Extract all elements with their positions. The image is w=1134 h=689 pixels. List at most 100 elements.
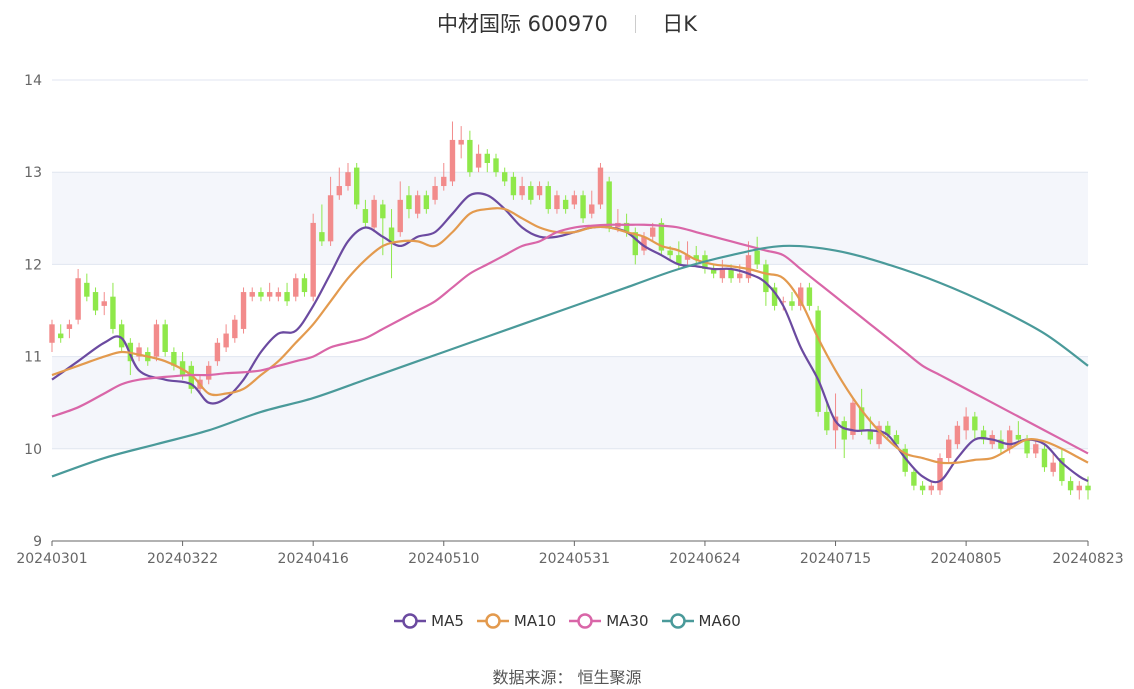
candle-body [1050, 462, 1056, 472]
candle-body [798, 287, 804, 306]
candle-body [1015, 434, 1022, 440]
candle-body [589, 204, 595, 214]
candle-body [153, 324, 160, 357]
candle-body [345, 172, 351, 187]
candle-body [423, 195, 430, 210]
candle-body [301, 278, 308, 293]
candle-body [998, 439, 1004, 449]
candle-body [650, 227, 656, 237]
x-tick-label: 20240416 [278, 551, 349, 567]
legend-item-ma5[interactable]: MA5 [393, 612, 464, 630]
candle-body [597, 167, 604, 205]
candle-body [632, 232, 638, 256]
candle-body [310, 222, 316, 297]
candle-body [885, 425, 891, 435]
candle-body [1059, 458, 1065, 482]
candle-body [1067, 481, 1074, 491]
candle-body [319, 232, 325, 242]
candle-body [911, 471, 917, 486]
y-tick-label: 11 [24, 350, 42, 366]
x-tick-label: 20240531 [539, 551, 610, 567]
candle-body [562, 199, 569, 210]
candle-body [1033, 444, 1039, 454]
candle-body [449, 139, 456, 182]
candle-body [1041, 448, 1048, 468]
candle-body [902, 448, 908, 472]
candle-body [118, 324, 125, 348]
candle-body [1006, 430, 1013, 449]
legend-item-ma10[interactable]: MA10 [476, 612, 556, 630]
candle-body [946, 439, 952, 459]
candle-body [876, 425, 882, 445]
candle-body [136, 347, 142, 357]
candle-body [223, 333, 229, 348]
candle-body [432, 186, 438, 200]
grid-band [52, 172, 1088, 265]
candle-body [832, 416, 839, 431]
x-tick-label: 20240715 [800, 551, 871, 567]
candle-body [972, 416, 978, 431]
candle-body [441, 176, 447, 187]
candle-body [371, 199, 377, 228]
candle-body [841, 421, 847, 440]
candle-body [502, 172, 508, 182]
y-tick-label: 14 [24, 73, 42, 89]
candle-body [693, 255, 699, 260]
candle-body [536, 186, 543, 196]
candle-body [554, 195, 560, 210]
candle-body [171, 351, 177, 366]
candle-body [75, 278, 81, 320]
legend-marker-icon [476, 613, 509, 629]
x-tick-label: 20240624 [669, 551, 740, 567]
x-tick-label: 20240301 [16, 551, 87, 567]
legend-item-ma60[interactable]: MA60 [661, 612, 741, 630]
legend-label: MA10 [513, 612, 557, 630]
candle-body [110, 296, 116, 329]
candle-body [475, 153, 482, 168]
candle-body [1085, 485, 1091, 491]
candle-body [414, 195, 421, 214]
candle-body [49, 324, 55, 343]
candle-body [388, 227, 395, 242]
candle-body [667, 250, 673, 256]
chart-title: 中材国际 600970 日K [0, 8, 1134, 38]
candle-body [806, 287, 813, 306]
y-tick-label: 10 [24, 442, 42, 458]
candle-body [606, 181, 612, 228]
legend-label: MA5 [431, 612, 464, 630]
legend-item-ma30[interactable]: MA30 [568, 612, 649, 630]
candle-body [545, 186, 551, 210]
y-tick-label: 9 [33, 534, 42, 550]
candle-body [937, 458, 943, 491]
ma-line-ma60 [51, 244, 1089, 478]
candle-body [954, 425, 961, 445]
candle-body [623, 222, 630, 233]
candle-body [867, 430, 874, 440]
candle-body [214, 342, 221, 362]
candle-body [92, 292, 99, 311]
candle-body [684, 255, 691, 260]
candle-body [754, 250, 760, 265]
ma-line-ma10 [51, 207, 1089, 465]
candle-body [188, 365, 194, 389]
candle-body [484, 153, 490, 163]
candle-body [249, 292, 255, 297]
candle-body [406, 195, 412, 210]
candle-body [641, 236, 647, 251]
x-tick-label: 20240510 [408, 551, 479, 567]
data-source: 数据来源： 恒生聚源 [492, 668, 642, 687]
candle-body [266, 292, 273, 297]
candle-body [528, 186, 534, 200]
candle-body [1076, 485, 1082, 491]
candle-body [380, 204, 386, 219]
candle-body [719, 269, 726, 279]
candle-body [858, 407, 865, 431]
candle-body [728, 269, 734, 279]
candle-body [824, 411, 830, 431]
candle-body [275, 292, 282, 297]
candle-body [980, 430, 987, 440]
candle-body [84, 282, 90, 297]
grid-band [52, 356, 1088, 449]
candle-body [789, 301, 795, 306]
